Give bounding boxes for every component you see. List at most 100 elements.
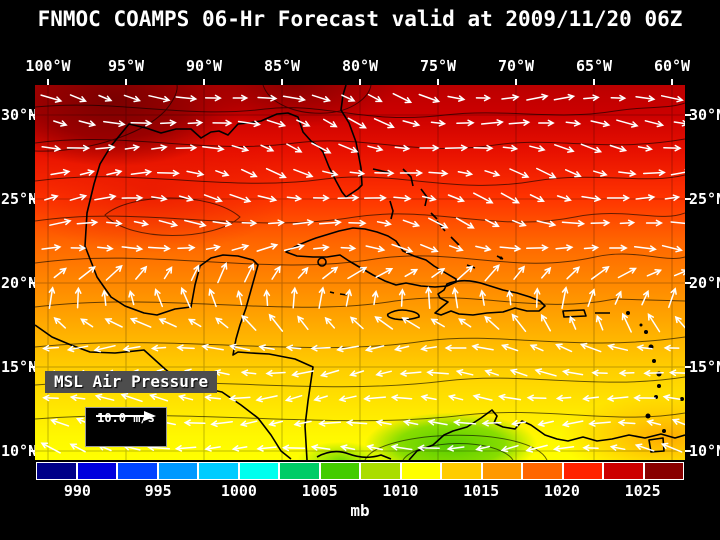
wind-arrow xyxy=(212,119,233,127)
wind-arrow xyxy=(231,243,250,251)
wind-arrow xyxy=(229,193,252,204)
latitude-label-left: 10°N xyxy=(1,442,38,460)
wind-arrow xyxy=(671,418,685,426)
wind-arrow xyxy=(282,95,306,103)
wind-arrow xyxy=(48,286,56,309)
wind-arrow xyxy=(593,170,608,177)
wind-arrow xyxy=(42,394,59,402)
wind-arrow xyxy=(480,119,504,126)
wind-arrow xyxy=(419,144,440,152)
wind-arrow xyxy=(66,345,89,353)
wind-arrow xyxy=(390,443,413,451)
wind-arrow xyxy=(606,395,629,402)
wind-arrow xyxy=(151,195,168,202)
wind-arrow xyxy=(458,318,472,328)
wind-arrow xyxy=(237,120,261,128)
wind-arrow xyxy=(154,288,164,308)
wind-arrow xyxy=(310,344,331,352)
wind-arrow xyxy=(49,218,72,226)
wind-arrow xyxy=(345,419,368,427)
wind-arrow xyxy=(537,420,554,427)
latitude-label-left: 25°N xyxy=(1,190,38,208)
wind-arrow xyxy=(263,289,271,307)
wind-arrow xyxy=(420,394,437,401)
colorbar-swatch xyxy=(199,463,238,479)
wind-arrow xyxy=(151,144,168,152)
wind-arrow xyxy=(340,244,357,252)
wind-arrow xyxy=(590,120,611,128)
coastline-south-america xyxy=(408,409,685,460)
wind-arrow xyxy=(159,119,177,127)
wind-arrow xyxy=(591,369,608,377)
longitude-tick xyxy=(359,79,361,85)
wind-arrow xyxy=(205,244,221,252)
latitude-label-right: 30°N xyxy=(689,106,720,124)
latitude-tick-left xyxy=(29,198,35,200)
wind-arrow xyxy=(484,264,500,282)
colorbar-swatch xyxy=(604,463,643,479)
wind-arrow xyxy=(644,120,665,128)
wind-arrow xyxy=(41,145,62,152)
colorbar-tick-label: 995 xyxy=(144,482,172,500)
wind-arrow xyxy=(186,170,205,177)
wind-arrow xyxy=(674,315,685,329)
wind-arrow xyxy=(645,219,664,227)
wind-arrow xyxy=(473,192,494,204)
wind-arrow xyxy=(444,144,469,152)
wind-arrow xyxy=(313,244,330,252)
latitude-tick-right xyxy=(685,282,691,284)
forecast-map: MSL Air Pressure 10.0 m/s xyxy=(35,85,685,460)
field-label: MSL Air Pressure xyxy=(45,371,218,393)
wind-arrow xyxy=(552,445,575,452)
wind-arrow xyxy=(587,288,596,308)
wind-arrow xyxy=(366,444,383,451)
wind-arrow xyxy=(367,145,384,152)
wind-arrow xyxy=(663,144,682,152)
wind-arrow xyxy=(180,286,191,309)
wind-arrow xyxy=(158,318,177,328)
colorbar-tick-label: 1010 xyxy=(382,482,419,500)
wind-arrow xyxy=(420,345,438,352)
wind-arrow xyxy=(281,444,306,452)
wind-arrow xyxy=(609,244,628,252)
wind-arrow xyxy=(97,244,114,252)
wind-arrow xyxy=(163,266,173,280)
wind-arrow xyxy=(232,94,249,102)
wind-arrow xyxy=(364,345,385,353)
wind-arrow xyxy=(399,370,422,377)
wind-arrow xyxy=(135,265,148,280)
wind-arrow xyxy=(673,119,685,127)
wind-arrow xyxy=(265,369,286,377)
latitude-tick-right xyxy=(685,114,691,116)
wind-arrow xyxy=(609,444,626,451)
wind-arrow xyxy=(228,343,251,351)
wind-arrow xyxy=(617,267,637,279)
wind-arrow xyxy=(190,264,200,282)
wind-arrow xyxy=(231,445,248,452)
wind-arrow xyxy=(634,443,655,452)
wind-arrow xyxy=(104,318,123,328)
wind-arrow xyxy=(244,262,255,283)
wind-arrow xyxy=(123,94,141,103)
wind-arrow xyxy=(427,418,448,426)
wind-arrow xyxy=(319,369,340,378)
wind-arrow xyxy=(529,344,544,352)
isobar-contours xyxy=(35,85,685,460)
wind-arrow xyxy=(241,219,258,227)
wind-arrow xyxy=(255,395,278,403)
wind-arrow xyxy=(513,265,525,280)
wind-arrow xyxy=(53,120,68,127)
wind-arrow xyxy=(606,194,631,202)
longitude-label: 90°W xyxy=(185,57,223,75)
wind-arrow xyxy=(101,289,109,306)
wind-arrow xyxy=(260,144,275,152)
latitude-label-right: 20°N xyxy=(689,274,720,292)
wind-arrow xyxy=(642,169,666,177)
wind-arrow xyxy=(120,392,143,403)
wind-arrow xyxy=(633,394,656,402)
wind-arrow xyxy=(566,266,581,280)
longitude-label: 65°W xyxy=(575,57,613,75)
wind-arrow xyxy=(175,95,198,102)
wind-arrow xyxy=(540,313,552,332)
wind-arrow xyxy=(430,318,445,328)
